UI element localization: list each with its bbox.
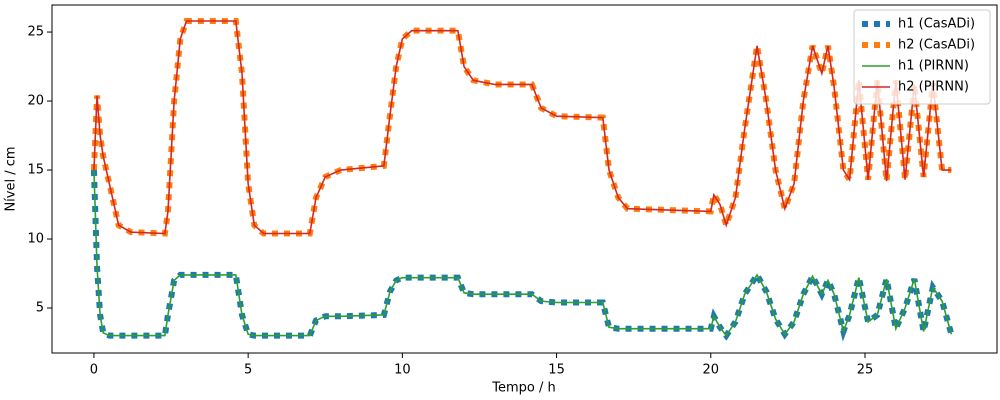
y-tick-label: 20 [27,94,44,109]
y-tick-label: 10 [27,232,44,247]
y-axis-label: Nível / cm [4,146,19,211]
x-tick-label: 5 [244,363,252,378]
y-tick-label: 5 [36,301,44,316]
series-line [90,169,955,342]
legend-label: h2 (PIRNN) [898,80,969,95]
x-tick-label: 0 [90,363,98,378]
y-tick-label: 15 [27,163,44,178]
plot-area [90,18,955,342]
y-tick-label: 25 [27,25,44,40]
legend-box [853,9,991,105]
x-axis-label: Tempo / h [491,381,555,396]
legend-label: h1 (PIRNN) [898,59,969,74]
x-tick-label: 25 [857,363,874,378]
series-line [93,20,952,235]
legend-label: h1 (CasADi) [898,17,975,32]
legend-label: h2 (CasADi) [898,38,975,53]
series-line [93,170,953,337]
x-tick-label: 15 [548,363,565,378]
x-tick-label: 10 [394,363,411,378]
plot-frame [51,4,998,354]
legend: h1 (CasADi) h2 (CasADi) h1 (PIRNN) h2 (PIRN… [853,9,991,105]
x-tick-label: 20 [703,363,720,378]
series-line [90,18,952,237]
